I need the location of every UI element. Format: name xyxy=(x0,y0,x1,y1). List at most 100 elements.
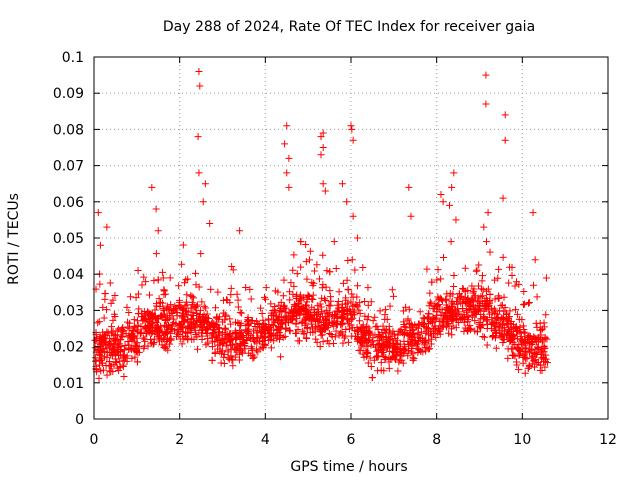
data-point xyxy=(445,329,453,337)
data-point xyxy=(364,349,372,357)
data-point xyxy=(108,344,116,352)
data-point xyxy=(538,338,546,346)
data-point xyxy=(333,301,341,309)
data-point xyxy=(409,342,417,350)
data-point xyxy=(358,324,366,332)
data-point xyxy=(210,329,218,337)
data-point xyxy=(484,285,492,293)
data-point xyxy=(392,351,400,359)
data-point xyxy=(496,332,504,340)
data-point xyxy=(178,318,186,326)
data-point xyxy=(161,342,169,350)
data-point xyxy=(140,273,148,281)
data-point xyxy=(282,324,290,332)
data-point xyxy=(450,169,458,177)
data-point xyxy=(418,319,426,327)
data-point xyxy=(274,288,282,296)
data-point xyxy=(411,321,419,329)
data-point xyxy=(140,315,148,323)
data-point xyxy=(319,129,327,137)
data-point xyxy=(325,340,333,348)
data-point xyxy=(332,307,340,315)
data-point xyxy=(436,330,444,338)
data-point xyxy=(178,260,186,268)
data-point xyxy=(195,169,203,177)
data-point xyxy=(251,323,259,331)
data-point xyxy=(99,303,107,311)
data-point xyxy=(285,154,293,162)
data-point xyxy=(188,293,196,301)
data-point xyxy=(343,276,351,284)
data-point xyxy=(283,169,291,177)
data-point xyxy=(156,302,164,310)
data-point xyxy=(128,346,136,353)
data-point xyxy=(470,310,478,318)
data-point xyxy=(483,317,491,325)
data-point xyxy=(157,311,165,319)
data-point xyxy=(94,319,102,327)
data-point xyxy=(208,332,216,340)
data-point xyxy=(515,366,523,374)
data-point xyxy=(304,292,312,300)
data-point xyxy=(173,308,181,316)
data-point xyxy=(151,314,159,322)
data-point xyxy=(504,354,512,362)
data-point xyxy=(222,296,230,304)
data-point xyxy=(364,342,372,350)
data-point xyxy=(466,322,474,330)
data-point xyxy=(234,296,242,304)
x-tick-label: 8 xyxy=(432,432,441,448)
data-point xyxy=(386,335,394,343)
data-point xyxy=(534,344,542,352)
data-point xyxy=(450,271,458,279)
data-point xyxy=(371,331,379,339)
data-point xyxy=(220,360,228,368)
data-point xyxy=(494,313,502,321)
data-point xyxy=(292,320,300,328)
data-point xyxy=(488,314,496,322)
data-point xyxy=(503,319,511,327)
data-point xyxy=(155,335,163,343)
data-point xyxy=(101,353,109,361)
data-point xyxy=(101,295,109,303)
data-point xyxy=(276,320,284,328)
data-point xyxy=(329,320,337,328)
data-point xyxy=(103,223,111,231)
data-point xyxy=(152,315,160,323)
data-point xyxy=(188,336,196,344)
data-point xyxy=(232,335,240,343)
data-point xyxy=(542,311,550,319)
data-point xyxy=(267,300,275,308)
data-point xyxy=(506,307,514,315)
data-point xyxy=(201,180,209,188)
data-point xyxy=(200,302,208,310)
data-point xyxy=(223,338,231,346)
data-point xyxy=(406,329,414,337)
data-point xyxy=(461,264,469,272)
x-tick-label: 12 xyxy=(599,432,617,448)
data-point xyxy=(446,201,454,209)
data-point xyxy=(491,334,499,342)
data-point xyxy=(220,350,228,358)
data-point xyxy=(501,136,509,144)
y-tick-label: 0.05 xyxy=(53,231,84,247)
data-point xyxy=(497,327,505,335)
data-point xyxy=(344,315,352,323)
data-point xyxy=(525,298,533,306)
data-point xyxy=(351,311,359,319)
data-point xyxy=(516,329,524,337)
data-point xyxy=(392,356,400,364)
data-point xyxy=(195,329,203,337)
data-point xyxy=(145,322,153,330)
data-point xyxy=(537,361,545,369)
data-point xyxy=(471,317,479,325)
x-tick-label: 2 xyxy=(175,432,184,448)
data-point xyxy=(184,275,192,283)
data-point xyxy=(175,301,183,309)
data-point xyxy=(519,301,527,309)
data-point xyxy=(215,325,223,333)
data-point xyxy=(356,346,364,354)
data-point xyxy=(175,282,183,290)
data-point xyxy=(317,326,325,334)
